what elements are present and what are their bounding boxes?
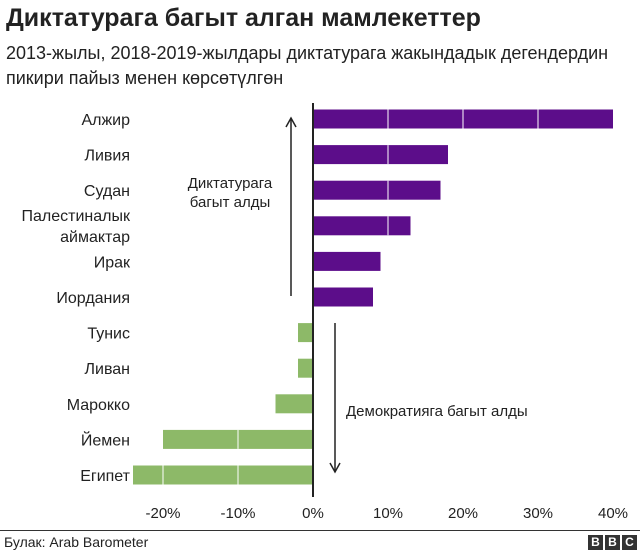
up-arrow-head [285, 116, 297, 128]
bar [298, 358, 313, 378]
source-note: Булак: Arab Barometer [4, 534, 149, 550]
footer-divider [0, 530, 640, 531]
category-label: Марокко [67, 397, 130, 414]
chart-title: Диктатурага багыт алган мамлекеттер [6, 4, 481, 32]
category-label: Ирак [94, 254, 131, 271]
x-tick-label: 0% [302, 505, 324, 522]
category-label: Египет [80, 468, 130, 485]
category-label: Ливан [85, 361, 131, 378]
category-label: Иордания [56, 290, 130, 307]
category-label: Ливия [84, 148, 130, 165]
bar [313, 145, 448, 165]
x-tick-label: 10% [373, 505, 403, 522]
bbc-logo: B B C [588, 535, 637, 550]
bar [313, 180, 441, 200]
x-tick-label: 40% [598, 505, 628, 522]
logo-letter: C [622, 535, 637, 550]
x-tick-label: 30% [523, 505, 553, 522]
annotation-up: Диктатурага багыт алды [188, 175, 273, 211]
chart-subtitle: 2013-жылы, 2018-2019-жылдары диктатурага… [6, 43, 609, 88]
category-label: Алжир [81, 112, 130, 129]
bar [298, 323, 313, 343]
x-tick-label: -20% [145, 505, 180, 522]
annotation-down: Демократияга багыт алды [346, 403, 528, 420]
chart-area: Алжир Ливия Судан Палестиналык аймактар Ирак И… [22, 103, 628, 522]
bar [313, 216, 411, 236]
bar [133, 465, 313, 485]
bar [313, 251, 381, 271]
category-label: Палестиналык аймактар [22, 208, 131, 246]
category-label: Йемен [81, 430, 130, 449]
logo-letter: B [605, 535, 620, 550]
category-label: Тунис [87, 326, 130, 343]
category-label: Судан [84, 183, 130, 200]
logo-letter: B [588, 535, 603, 550]
bar [313, 287, 373, 307]
down-arrow-head [329, 462, 341, 474]
x-tick-label: 20% [448, 505, 478, 522]
x-tick-label: -10% [220, 505, 255, 522]
bar [275, 394, 313, 414]
